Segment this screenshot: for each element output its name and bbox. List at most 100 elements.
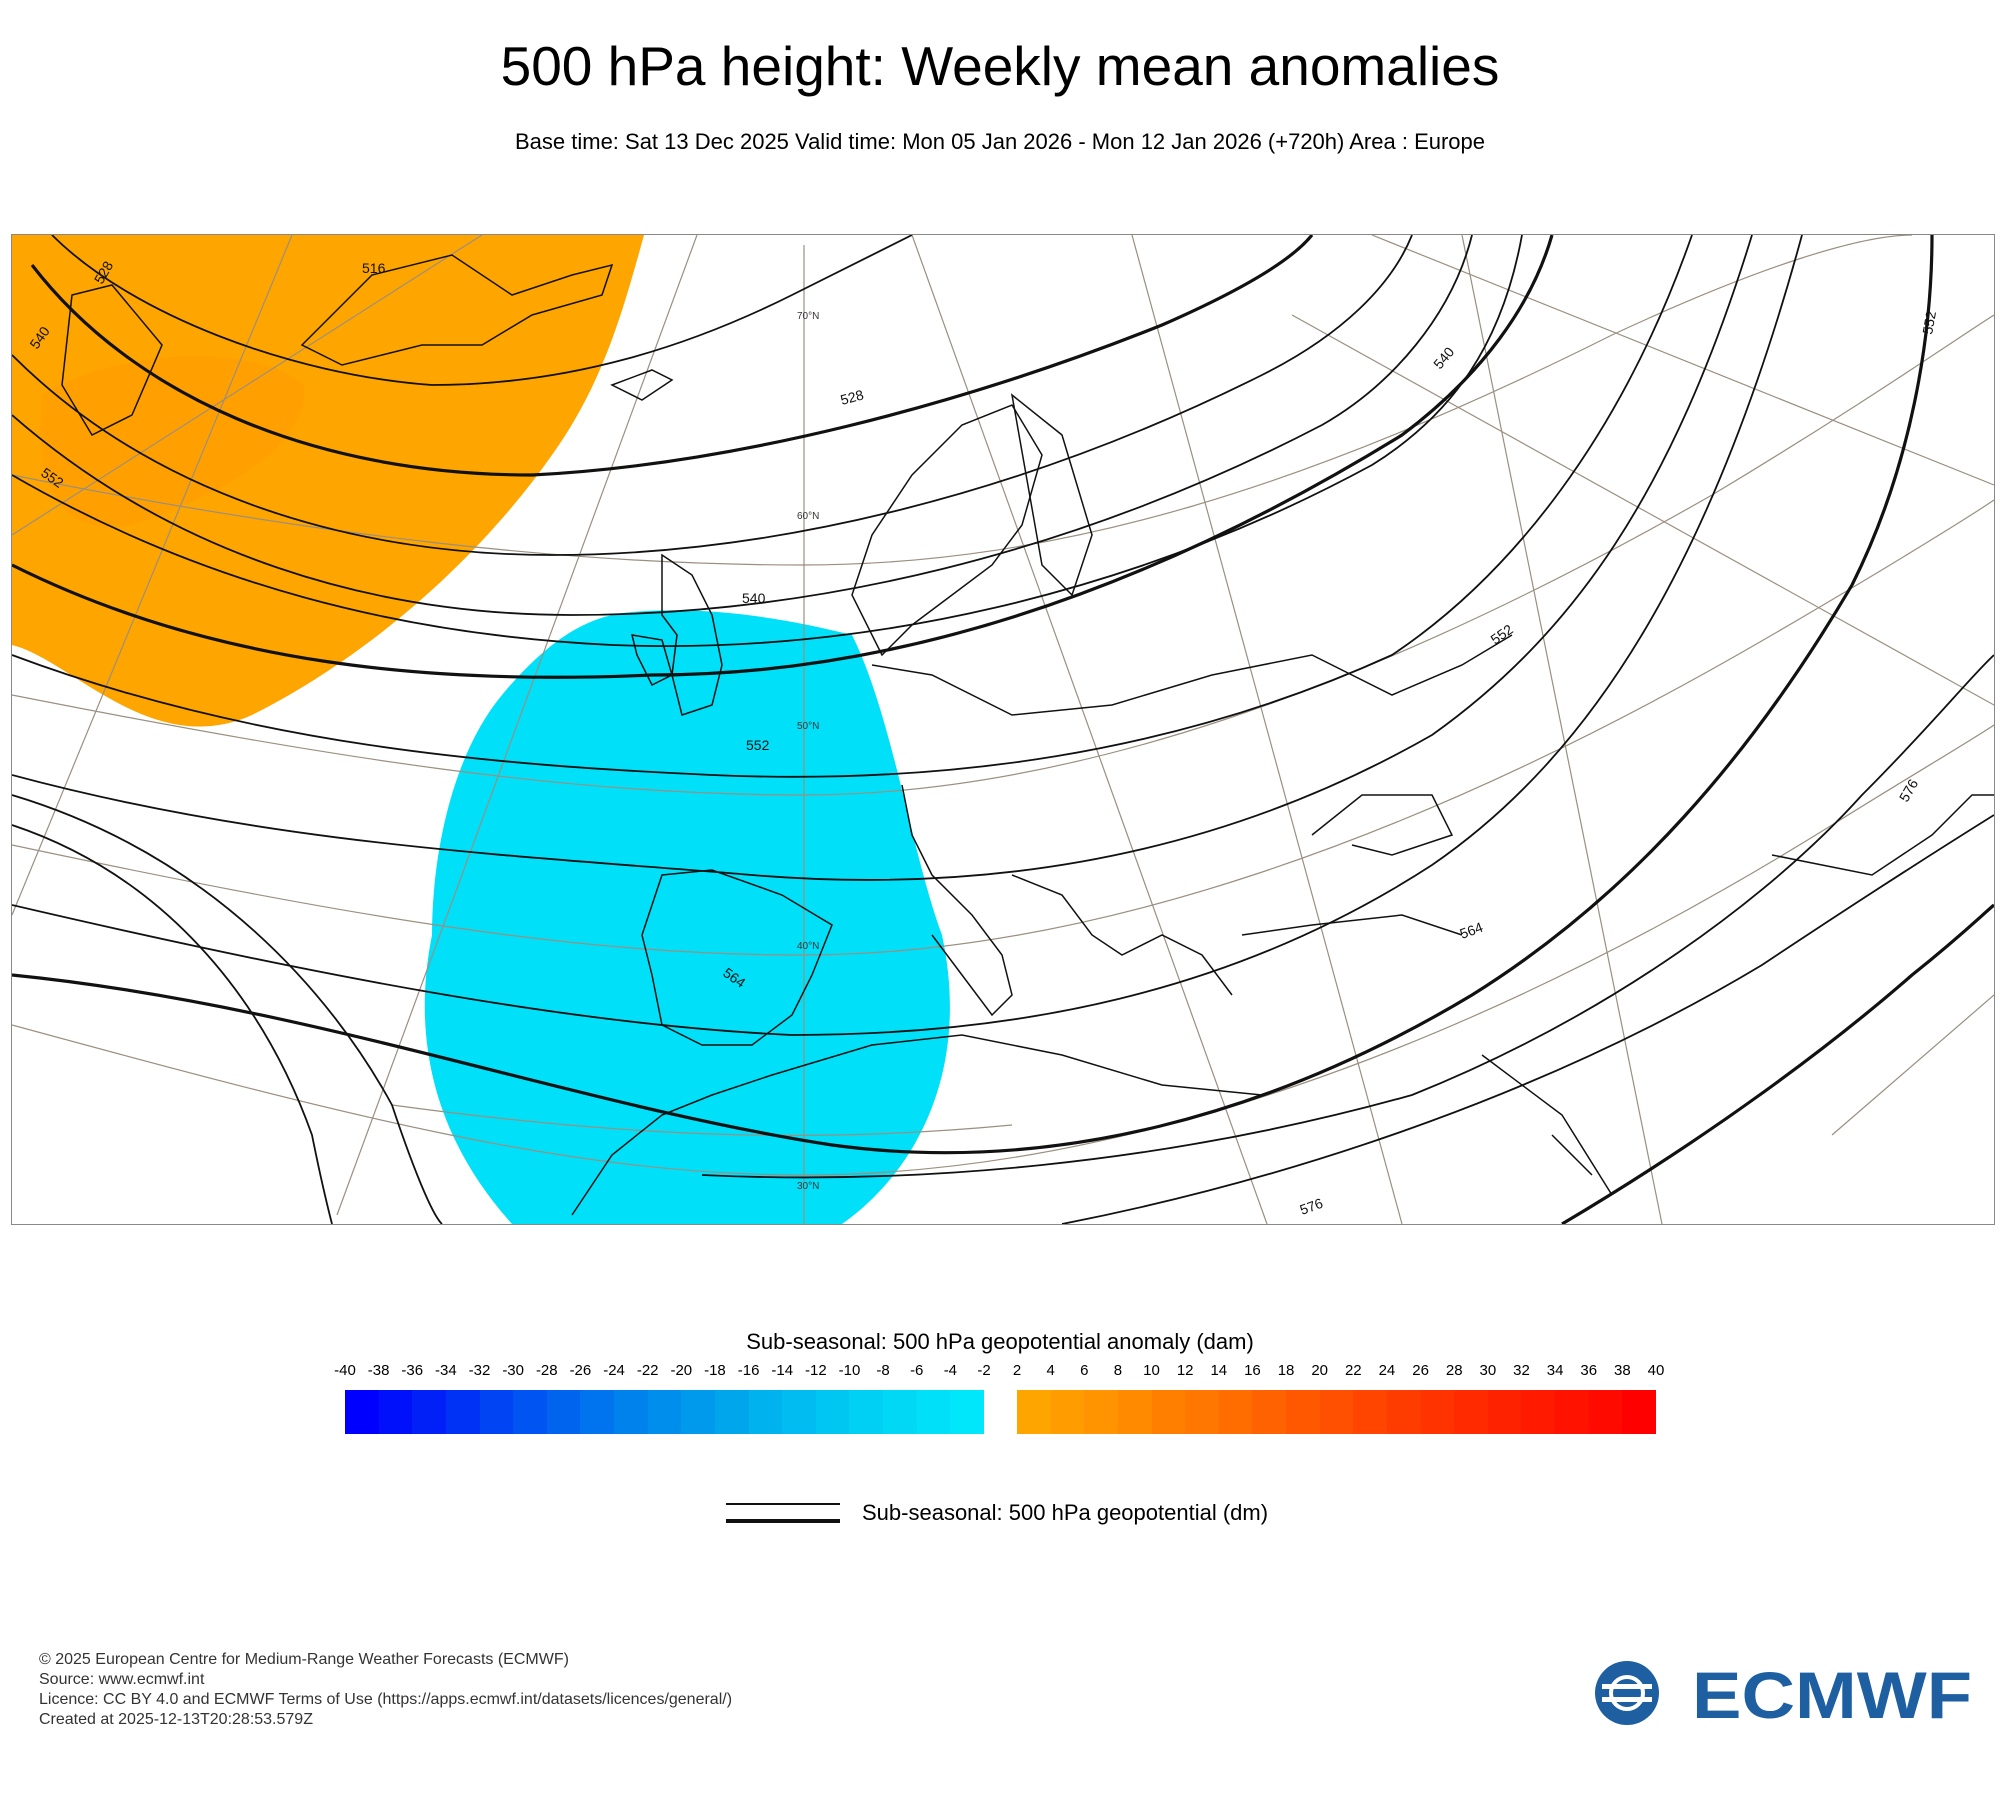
negative-anomaly-region — [424, 610, 950, 1224]
colorbar-tick-label: -14 — [771, 1362, 794, 1379]
latitude-label: 60°N — [797, 511, 819, 522]
colorbar-cell-positive — [1420, 1390, 1455, 1434]
colorbar-cell-negative — [815, 1390, 850, 1434]
colorbar-tick-label: -28 — [535, 1362, 558, 1379]
colorbar-tick-label: -32 — [468, 1362, 491, 1379]
contour-label: 576 — [1298, 1195, 1326, 1218]
colorbar-tick-label: -30 — [502, 1362, 524, 1379]
colorbar-cell-positive — [1454, 1390, 1488, 1434]
colorbar-cell-positive — [1286, 1390, 1320, 1434]
map-panel[interactable]: 516 528 540 528 552 540 552 564 564 576 … — [11, 234, 1995, 1225]
colorbar-tick-label: -40 — [334, 1362, 356, 1379]
colorbar-cell-positive — [1386, 1390, 1421, 1434]
colorbar-cell-negative — [748, 1390, 783, 1434]
colorbar-tick-label: 12 — [1176, 1362, 1194, 1379]
colorbar-cell-positive — [1117, 1390, 1152, 1434]
colorbar-tick-label: 38 — [1614, 1362, 1631, 1379]
copyright-text: © 2025 European Centre for Medium-Range … — [39, 1651, 569, 1668]
colorbar-cell-negative — [647, 1390, 682, 1434]
latitude-label: 50°N — [797, 721, 819, 732]
colorbar-cell-negative — [614, 1390, 648, 1434]
colorbar-tick-label: 26 — [1412, 1362, 1429, 1379]
colorbar-tick-label: -6 — [910, 1362, 924, 1379]
colorbar-tick-label: -2 — [977, 1362, 991, 1379]
logo-text: ECMWF — [1692, 1658, 1972, 1728]
colorbar-tick-label: 2 — [1012, 1362, 1022, 1379]
contour-label: 552 — [1488, 621, 1516, 648]
colorbar-cell-negative — [950, 1390, 984, 1434]
colorbar-tick-label: 36 — [1580, 1362, 1598, 1379]
colorbar-cell-negative — [445, 1390, 480, 1434]
colorbar-cell-negative — [916, 1390, 951, 1434]
colorbar-cell-positive — [1151, 1390, 1186, 1434]
colorbar-tick-label: 18 — [1277, 1362, 1295, 1379]
colorbar-cell-positive — [1017, 1390, 1051, 1434]
colorbar-cell-positive — [1353, 1390, 1387, 1434]
colorbar-cell-negative — [479, 1390, 514, 1434]
colorbar-tick-label: -10 — [838, 1362, 861, 1379]
colorbar-cell-negative — [782, 1390, 816, 1434]
colorbar-cell-positive — [1185, 1390, 1219, 1434]
colorbar-tick-label: -8 — [876, 1362, 890, 1379]
colorbar-tick-label: 8 — [1113, 1362, 1123, 1379]
latitude-label: 30°N — [797, 1181, 819, 1192]
colorbar-cell-positive — [1555, 1390, 1589, 1434]
contour-label: 552 — [1919, 310, 1939, 336]
colorbar-tick-label: 32 — [1513, 1362, 1530, 1379]
colorbar-cell-positive — [1622, 1390, 1656, 1434]
colorbar-tick-label: -36 — [401, 1362, 424, 1379]
contour-line-legend-sample — [726, 1503, 840, 1523]
contour-label: 540 — [1430, 344, 1457, 372]
coastlines — [61, 254, 1994, 1216]
chart-title: 500 hPa height: Weekly mean anomalies — [500, 35, 1500, 97]
colorbar-positive — [1017, 1390, 1656, 1434]
colorbar-ticks: -40 -38 -36 -34 -32 -30 -28 -26 -24 -22 -20 -18 -16-… — [0, 1362, 2000, 1382]
colorbar-tick-label: 14 — [1210, 1362, 1228, 1379]
created-text: Created at 2025-12-13T20:28:53.579Z — [39, 1711, 313, 1728]
colorbar-cell-negative — [513, 1390, 547, 1434]
colorbar-cell-positive — [1319, 1390, 1354, 1434]
colorbar-cell-positive — [1218, 1390, 1253, 1434]
colorbar-cell-positive — [1050, 1390, 1085, 1434]
colorbar-tick-label: 34 — [1546, 1362, 1564, 1379]
colorbar-tick-label: 24 — [1378, 1362, 1396, 1379]
colorbar-cell-positive — [1588, 1390, 1623, 1434]
contour-label: 540 — [742, 590, 766, 606]
colorbar-cell-negative — [580, 1390, 614, 1434]
colorbar-tick-label: -12 — [804, 1362, 827, 1379]
latitude-labels: 70°N 60°N 50°N 40°N 30°N — [797, 311, 819, 1192]
colorbar-tick-label: 40 — [1647, 1362, 1665, 1379]
colorbar-tick-label: 22 — [1344, 1362, 1362, 1379]
contour-line-legend-label: Sub-seasonal: 500 hPa geopotential (dm) — [862, 1500, 1269, 1525]
colorbar-cell-negative — [714, 1390, 749, 1434]
map-canvas: 516 528 540 528 552 540 552 564 564 576 … — [12, 235, 1994, 1224]
geopotential-contours — [12, 235, 1994, 1224]
chart-subtitle: Base time: Sat 13 Dec 2025 Valid time: M… — [514, 129, 1486, 154]
colorbar-negative — [345, 1390, 984, 1434]
colorbar-cell-negative — [681, 1390, 715, 1434]
latitude-label: 70°N — [797, 311, 819, 322]
colorbar-tick-label: -34 — [435, 1362, 457, 1379]
colorbar-tick-label: -16 — [737, 1362, 760, 1379]
colorbar-cell-negative — [345, 1390, 379, 1434]
colorbar-cell-negative — [412, 1390, 446, 1434]
positive-anomaly-core — [40, 356, 305, 527]
licence-text: Licence: CC BY 4.0 and ECMWF Terms of Us… — [39, 1691, 733, 1708]
colorbar-tick-label: -26 — [569, 1362, 592, 1379]
colorbar-tick-label: 16 — [1244, 1362, 1261, 1379]
colorbar-tick-label: -18 — [704, 1362, 726, 1379]
colorbar-title: Sub-seasonal: 500 hPa geopotential anoma… — [746, 1329, 1254, 1354]
colorbar-tick-label: 20 — [1311, 1362, 1329, 1379]
source-text: Source: www.ecmwf.int — [39, 1671, 205, 1688]
ecmwf-logo: ECMWF — [1595, 1658, 1972, 1728]
colorbar-cell-positive — [1252, 1390, 1286, 1434]
colorbar-cell-negative — [849, 1390, 883, 1434]
colorbar-tick-label: -22 — [636, 1362, 659, 1379]
colorbar-tick-label: 4 — [1046, 1362, 1055, 1379]
footer: © 2025 European Centre for Medium-Range … — [39, 1650, 732, 1730]
colorbar-tick-label: 10 — [1143, 1362, 1160, 1379]
contour-label: 576 — [1896, 776, 1922, 804]
colorbar-cell-negative — [546, 1390, 581, 1434]
colorbar-tick-label: 30 — [1479, 1362, 1497, 1379]
contour-label: 552 — [746, 737, 770, 753]
